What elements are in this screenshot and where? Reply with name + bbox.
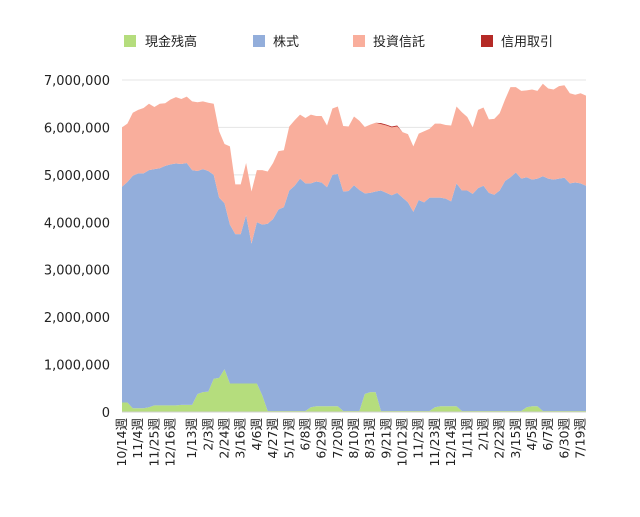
area-mutual-funds	[122, 83, 586, 244]
x-tick-label: 2/3週	[200, 418, 215, 451]
x-tick-label: 5/17週	[281, 418, 296, 459]
x-tick-label: 11/25週	[146, 418, 161, 467]
y-tick-label: 6,000,000	[44, 121, 110, 136]
legend-item-margin: 信用取引	[481, 35, 553, 50]
x-tick-label: 6/30週	[556, 418, 571, 459]
x-tick-label: 11/4週	[130, 418, 145, 459]
x-tick-label: 7/20週	[330, 418, 345, 459]
x-tick-label: 4/6週	[249, 418, 264, 451]
x-tick-label: 11/2週	[411, 418, 426, 459]
legend-label-cash: 現金残高	[145, 34, 197, 50]
y-tick-label: 1,000,000	[44, 359, 110, 374]
x-tick-label: 12/14週	[443, 418, 458, 467]
x-axis: 10/14週 11/4週 11/25週 12/16週 1/13週 2/3週 2/24週 3/1…	[114, 411, 588, 467]
x-tick-label: 2/1週	[475, 418, 490, 451]
x-tick-label: 4/27週	[265, 418, 280, 459]
legend-label-stocks: 株式	[273, 35, 299, 50]
y-tick-label: 5,000,000	[44, 169, 110, 184]
x-tick-label: 1/11週	[459, 418, 474, 459]
y-axis: 0 1,000,000 2,000,000 3,000,000 4,000,000 5,0…	[44, 74, 110, 421]
y-tick-label: 4,000,000	[44, 216, 110, 231]
area-cash	[122, 369, 586, 412]
x-tick-label: 11/23週	[427, 418, 442, 467]
x-tick-label: 3/15週	[508, 418, 523, 459]
x-tick-label: 10/14週	[114, 418, 129, 467]
x-tick-label: 6/7週	[540, 418, 555, 451]
y-tick-label: 2,000,000	[44, 311, 110, 326]
area-stocks	[122, 163, 586, 412]
x-tick-label: 10/12週	[395, 418, 410, 467]
x-tick-label: 6/8週	[297, 418, 312, 451]
legend: 現金残高 株式 投資信託 信用取引	[124, 34, 553, 50]
legend-label-mutual-funds: 投資信託	[373, 34, 425, 50]
legend-swatch-mutual-funds	[353, 35, 365, 47]
legend-label-margin: 信用取引	[501, 35, 553, 50]
x-tick-label: 6/29週	[314, 418, 329, 459]
area-series	[122, 83, 586, 412]
x-tick-label: 2/24週	[217, 418, 232, 459]
x-tick-label: 4/5週	[524, 418, 539, 451]
x-tick-label: 1/13週	[184, 418, 199, 459]
legend-item-cash: 現金残高	[124, 34, 197, 50]
legend-swatch-cash	[124, 35, 136, 47]
y-tick-label: 7,000,000	[44, 74, 110, 89]
x-tick-label: 9/21週	[378, 418, 393, 459]
y-tick-label: 0	[102, 406, 110, 421]
legend-swatch-margin	[481, 35, 493, 47]
legend-item-mutual-funds: 投資信託	[353, 34, 425, 50]
y-tick-label: 3,000,000	[44, 264, 110, 279]
legend-item-stocks: 株式	[253, 35, 299, 50]
x-tick-label: 12/16週	[163, 418, 178, 467]
x-tick-label: 8/31週	[362, 418, 377, 459]
x-tick-label: 7/19週	[573, 418, 588, 459]
legend-swatch-stocks	[253, 35, 265, 47]
x-tick-label: 3/16週	[233, 418, 248, 459]
x-tick-label: 8/10週	[346, 418, 361, 459]
x-tick-label: 2/22週	[492, 418, 507, 459]
